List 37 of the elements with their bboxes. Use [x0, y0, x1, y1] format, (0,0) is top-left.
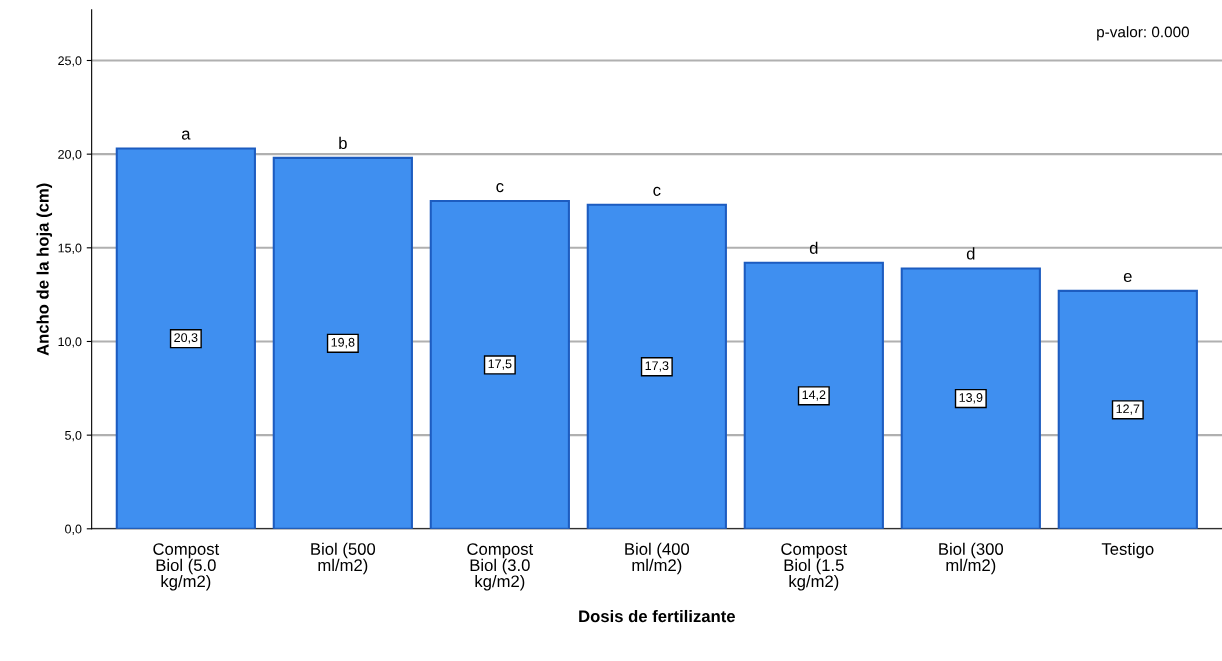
- bar: [743, 261, 884, 529]
- bar: [900, 267, 1041, 529]
- data-label: 17,3: [645, 361, 669, 372]
- data-label: 19,8: [331, 337, 355, 349]
- bar: [115, 147, 256, 529]
- data-label: 20,3: [174, 333, 198, 344]
- y-axis-title: Ancho de la hoja (cm): [36, 183, 53, 356]
- annotation: p-valor: 0.000: [1097, 26, 1189, 41]
- annotation: a: [181, 130, 191, 140]
- y-tick-label: 0,0: [65, 524, 82, 535]
- bar: [272, 156, 413, 529]
- data-label: 14,2: [802, 390, 826, 401]
- x-tick-label: Compost Biol (3.0 kg/m2): [467, 543, 534, 591]
- y-tick-label: 15,0: [58, 243, 82, 254]
- x-tick-label: Compost Biol (1.5 kg/m2): [781, 543, 848, 591]
- bar: [429, 199, 570, 529]
- annotation: e: [1123, 272, 1132, 283]
- bar: [586, 203, 727, 529]
- data-label: 13,9: [959, 393, 983, 404]
- data-label: 17,5: [488, 359, 512, 370]
- annotation: d: [809, 241, 818, 254]
- annotation: b: [339, 136, 347, 150]
- x-axis-title: Dosis de fertilizante: [579, 609, 735, 623]
- annotation: c: [653, 186, 661, 196]
- annotation: c: [496, 183, 504, 193]
- y-tick-label: 25,0: [58, 56, 82, 67]
- y-tick-label: 5,0: [65, 430, 82, 442]
- bar: [1057, 289, 1198, 529]
- x-tick-label: Biol (300 ml/m2): [939, 542, 1004, 575]
- x-tick-label: Compost Biol (5.0 kg/m2): [153, 543, 220, 591]
- annotation: d: [966, 247, 975, 260]
- x-tick-label: Biol (400 ml/m2): [625, 542, 690, 575]
- y-tick-label: 20,0: [58, 149, 82, 161]
- x-tick-label: Biol (500 ml/m2): [311, 542, 376, 575]
- y-tick-label: 10,0: [58, 337, 82, 348]
- x-tick-label: Testigo: [1101, 542, 1154, 559]
- data-label: 12,7: [1116, 404, 1140, 415]
